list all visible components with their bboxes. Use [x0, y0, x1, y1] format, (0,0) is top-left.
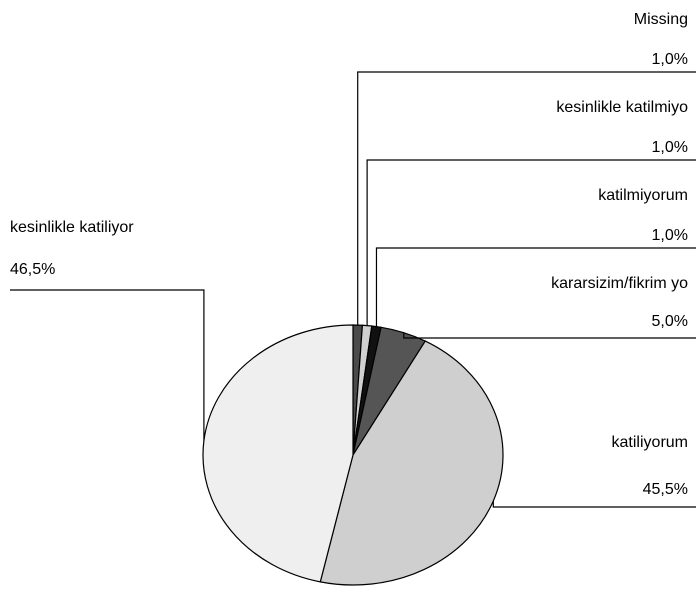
leader-line: [357, 71, 696, 326]
slice-label: katiliyorum: [612, 434, 688, 451]
slice-value-label: 1,0%: [652, 227, 688, 244]
slice-label: kesinlikle katiliyor: [10, 219, 134, 236]
slice-label: katilmiyorum: [598, 187, 688, 204]
pie-slice: [202, 324, 354, 583]
slice-value-label: 1,0%: [652, 139, 688, 156]
slice-value-label: 1,0%: [652, 51, 688, 68]
leader-line: [403, 332, 696, 339]
slice-value-label: 5,0%: [652, 313, 688, 330]
leader-line: [10, 289, 205, 441]
slice-value-label: 45,5%: [643, 481, 688, 498]
pie-slice: [319, 340, 504, 586]
leader-line: [375, 247, 696, 327]
slice-value-label: 46,5%: [10, 261, 55, 278]
slice-label: Missing: [634, 11, 688, 28]
leader-line: [492, 500, 696, 508]
leader-line: [366, 159, 696, 326]
slice-label: kararsizim/fikrim yo: [551, 275, 688, 292]
slice-label: kesinlikle katilmiyo: [556, 99, 688, 116]
